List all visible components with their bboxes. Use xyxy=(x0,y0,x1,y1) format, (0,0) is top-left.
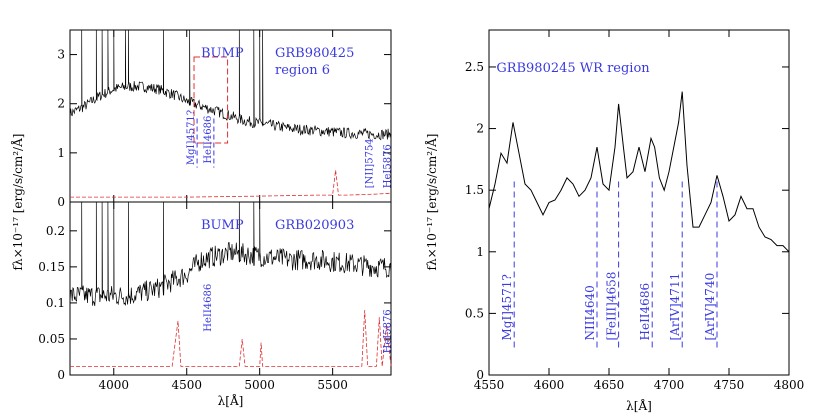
bump-box xyxy=(193,56,229,144)
spectrum-line xyxy=(69,201,392,307)
x-tick-label: 4500 xyxy=(171,378,202,392)
line-label: [ArIV]4740 xyxy=(703,273,717,341)
y-tick-label: 0.2 xyxy=(46,224,65,238)
y-tick-label: 3 xyxy=(57,48,65,62)
x-tick-label: 5500 xyxy=(317,378,348,392)
heii-label: HeII4686 xyxy=(203,116,214,164)
y-tick-label: 0 xyxy=(57,195,65,209)
y-tick-label: 2 xyxy=(57,97,65,111)
right-panel: 0 0.5 1 1.5 2 2.5 4550 4600 4650 4700 4750 4800 MgI]… xyxy=(424,29,805,413)
bump-label: BUMP xyxy=(201,218,244,233)
grb-label: GRB980425 xyxy=(275,46,354,61)
y-tick-label: 0 xyxy=(57,368,65,382)
spectrum-line xyxy=(69,29,392,141)
sky-line xyxy=(70,310,392,367)
y-axis-label: fλ×10⁻¹⁷ [erg/s/cm²/Å] xyxy=(10,134,25,271)
y-tick-label: 1 xyxy=(57,146,65,160)
y-tick-label: 1 xyxy=(476,245,484,259)
x-tick-label: 4550 xyxy=(474,378,505,392)
top-left-panel: 0 1 2 3 BUMP GRB980425 region 6 MgI]4571? HeII46… xyxy=(10,29,393,271)
y-tick-label: 0.5 xyxy=(465,306,484,320)
nii-label: [NII]5754 xyxy=(365,138,376,188)
x-axis-label: λ[Å] xyxy=(626,398,652,413)
x-tick-label: 5000 xyxy=(244,378,275,392)
line-label: [ArIV]4711 xyxy=(668,273,682,341)
region-label: region 6 xyxy=(275,63,330,78)
y-axis-label: fλ×10⁻¹⁷ [erg/s/cm²/Å] xyxy=(424,134,439,271)
x-tick-label: 4750 xyxy=(714,378,745,392)
y-tick-label: 0 xyxy=(476,368,484,382)
grb-label: GRB020903 xyxy=(275,218,354,233)
x-tick-label: 4600 xyxy=(534,378,565,392)
x-tick-label: 4650 xyxy=(594,378,625,392)
spectrum-line xyxy=(488,91,790,253)
bottom-left-panel: 0 0.05 0.1 0.15 0.2 4000 4500 5000 5500 BUMP GRB02… xyxy=(38,201,393,408)
y-tick-label: 0.15 xyxy=(38,260,65,274)
hei-label: HeI5876 xyxy=(382,309,393,353)
plot-frame xyxy=(488,29,790,376)
plot-frame xyxy=(69,201,392,376)
x-tick-label: 4700 xyxy=(654,378,685,392)
hei-label: HeI5876 xyxy=(382,144,393,188)
line-label: [FeIII]4658 xyxy=(605,272,619,341)
bump-label: BUMP xyxy=(201,46,244,61)
chart-title: GRB980245 WR region xyxy=(496,61,650,76)
y-tick-label: 0.05 xyxy=(38,332,65,346)
x-axis-label: λ[Å] xyxy=(218,393,244,408)
sky-line xyxy=(70,170,392,198)
heii-label: HeII4686 xyxy=(203,284,214,332)
line-label: HeII4686 xyxy=(638,283,652,341)
y-tick-label: 2.5 xyxy=(465,60,484,74)
line-label: NIII4640 xyxy=(583,285,597,340)
x-tick-label: 4000 xyxy=(98,378,129,392)
mgi-label: MgI]4571? xyxy=(186,110,197,165)
line-label: MgI]4571? xyxy=(500,274,514,340)
x-tick-label: 4800 xyxy=(774,378,805,392)
y-tick-label: 1.5 xyxy=(465,183,484,197)
y-tick-label: 2 xyxy=(476,122,484,136)
y-tick-label: 0.1 xyxy=(46,296,65,310)
